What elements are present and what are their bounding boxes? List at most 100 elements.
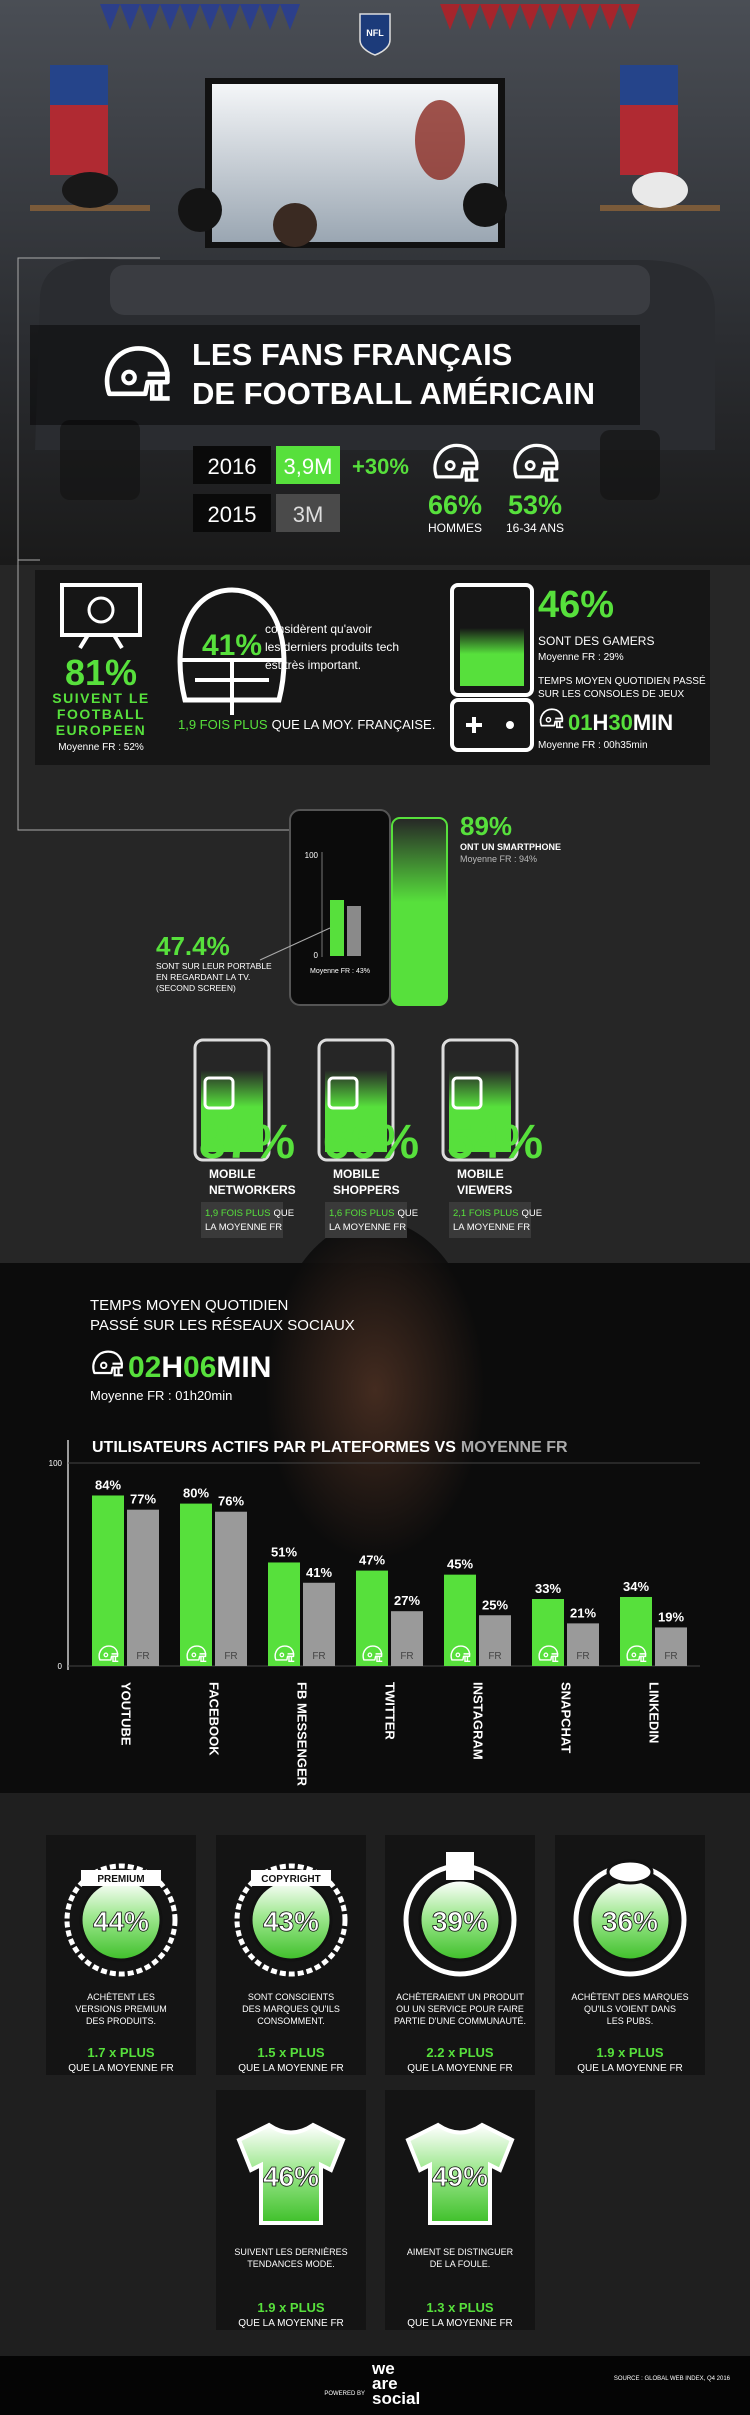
year: 2015 <box>208 502 257 527</box>
label-part: 2,1 FOIS PLUS <box>453 1208 518 1219</box>
label: DES MARQUES QU'ILS <box>242 2004 340 2014</box>
compare-box <box>449 1202 531 1238</box>
series-label: FR <box>488 1651 501 1662</box>
data-label: 51% <box>271 1544 297 1559</box>
data-label: 19% <box>658 1609 684 1624</box>
data-label: 33% <box>535 1581 561 1596</box>
title: LES FANS FRANÇAIS <box>192 337 512 372</box>
label: ACHÈTENT DES MARQUES <box>571 1992 688 2002</box>
mobile-value: 66% <box>323 1116 419 1169</box>
label: SHOPPERS <box>333 1183 400 1197</box>
label: MOBILE <box>209 1167 256 1181</box>
pennant <box>50 65 108 105</box>
time: 02H06MIN <box>128 1351 271 1384</box>
mixed-label: 1,9 FOIS PLUS QUE <box>205 1208 294 1219</box>
mixed-label: 1,9 FOIS PLUS QUE LA MOY. FRANÇAISE. <box>178 717 435 732</box>
powered-by: POWERED BY <box>324 2391 365 2397</box>
label: LES PUBS. <box>607 2016 654 2026</box>
label: SUR LES CONSOLES DE JEUX <box>538 689 684 700</box>
phone-green <box>391 817 448 1006</box>
data-label: 45% <box>447 1557 473 1572</box>
label: est très important. <box>265 658 361 672</box>
data-label: 77% <box>130 1492 156 1507</box>
year-box <box>193 494 271 532</box>
mobile-phone <box>317 1038 395 1162</box>
card-value: 43% <box>263 1906 319 1937</box>
year-box <box>193 446 271 484</box>
series-label: FR <box>312 1651 325 1662</box>
card-value: 44% <box>93 1906 149 1937</box>
label-part: 30 <box>608 710 632 735</box>
profile-label: HOMMES <box>428 521 482 535</box>
football-decor <box>265 1220 485 1560</box>
label: SONT SUR LEUR PORTABLE <box>156 961 272 971</box>
count: 3M <box>293 502 324 527</box>
card-value: 49% <box>432 2161 488 2192</box>
count: 3,9M <box>284 454 333 479</box>
bar <box>655 1627 687 1666</box>
stat-value: 47.4% <box>156 931 230 961</box>
label: ACHÈTERAIENT UN PRODUIT <box>396 1992 524 2002</box>
average: Moyenne FR : 52% <box>58 742 144 753</box>
label: MOBILE <box>457 1167 504 1181</box>
label-part: MIN <box>633 710 673 735</box>
label: TEMPS MOYEN QUOTIDIEN <box>90 1297 288 1314</box>
multiplier: 1.9 x PLUS <box>257 2300 325 2315</box>
data-label: 76% <box>218 1494 244 1509</box>
label: Moyenne FR : 29% <box>538 652 624 663</box>
person <box>463 183 507 227</box>
ball-icon <box>87 596 115 624</box>
label-part: 01 <box>568 710 592 735</box>
label: OU UN SERVICE POUR FAIRE <box>396 2004 524 2014</box>
compare: QUE LA MOYENNE FR <box>238 2318 344 2329</box>
title: DE FOOTBALL AMÉRICAIN <box>192 376 595 411</box>
compare: QUE LA MOYENNE FR <box>407 2063 513 2074</box>
title-box <box>30 325 640 425</box>
compare: QUE LA MOYENNE FR <box>68 2063 174 2074</box>
player <box>415 100 465 180</box>
growth: +30% <box>352 454 409 479</box>
mobile-icon <box>203 1076 235 1110</box>
multiplier: 1.3 x PLUS <box>426 2300 494 2315</box>
label: Moyenne FR : 94% <box>460 854 537 864</box>
label: (SECOND SCREEN) <box>156 983 236 993</box>
card-value: 46% <box>263 2161 319 2192</box>
bar-fans <box>330 900 344 956</box>
label-part: UTILISATEURS ACTIFS PAR PLATEFORMES VS <box>92 1439 456 1456</box>
label: FOOTBALL <box>57 706 145 722</box>
label: SONT CONSCIENTS <box>248 1992 334 2002</box>
stats-box <box>35 570 710 765</box>
data-label: 27% <box>394 1593 420 1608</box>
brand: we <box>371 2359 395 2378</box>
badge-ribbon <box>81 1870 161 1886</box>
badge-ring <box>64 1863 178 1977</box>
label-part: QUE <box>273 1208 294 1219</box>
label: LA MOYENNE FR <box>453 1222 530 1233</box>
series-label: FR <box>136 1651 149 1662</box>
tv-icon <box>60 583 142 637</box>
label-part: 1,9 FOIS PLUS <box>205 1208 270 1219</box>
mobile-value: 54% <box>447 1116 543 1169</box>
connector-line <box>259 927 331 961</box>
eye-icon <box>606 1859 654 1885</box>
label: Moyenne FR : 00h35min <box>538 740 648 751</box>
label-part: 06 <box>183 1351 216 1384</box>
helmet-decor <box>632 172 688 208</box>
year: 2016 <box>208 454 257 479</box>
multiplier: 2.2 x PLUS <box>426 2045 494 2060</box>
helmet-decor <box>62 172 118 208</box>
source: SOURCE : GLOBAL WEB INDEX, Q4 2016 <box>614 2376 731 2382</box>
label: SUIVENT LE <box>52 690 149 706</box>
stat-value: 46% <box>538 584 614 626</box>
speaker <box>600 430 660 500</box>
nfl-shield <box>359 13 391 56</box>
person <box>178 188 222 232</box>
scale-label: 100 <box>305 851 319 860</box>
bar <box>215 1511 247 1666</box>
badge-ribbon <box>251 1870 331 1886</box>
label: considèrent qu'avoir <box>265 622 372 636</box>
bar <box>356 1570 388 1666</box>
pennant <box>620 65 678 105</box>
bar <box>391 1611 423 1666</box>
label-part: 02 <box>128 1351 161 1384</box>
